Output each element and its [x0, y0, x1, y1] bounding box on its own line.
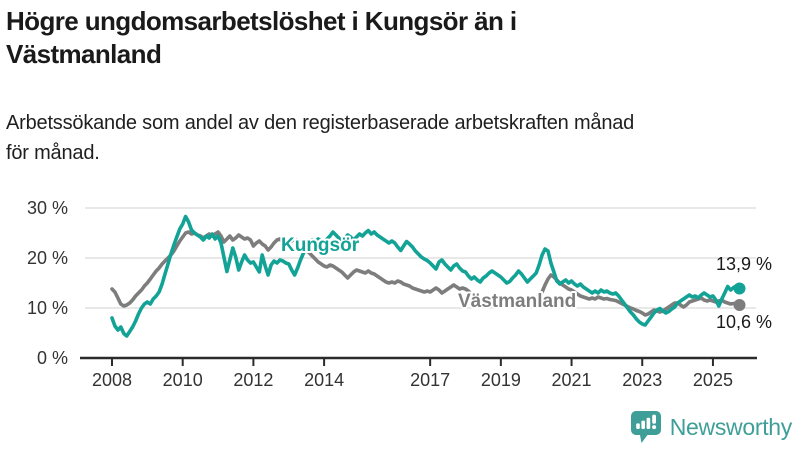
series-label-vastmanland: Västmanland — [458, 291, 576, 312]
title-line-2: Västmanland — [6, 39, 162, 70]
x-tick-label-2012: 2012 — [233, 370, 273, 390]
y-tick-label-10: 10 % — [27, 298, 68, 318]
end-value-label-vastmanland: 10,6 % — [716, 312, 772, 332]
x-tick-label-2019: 2019 — [481, 370, 521, 390]
series-label-kungsor: Kungsör — [281, 235, 360, 256]
chart-subtitle: Arbetssökande som andel av den registerb… — [6, 108, 798, 168]
x-axis-ticks: 2008 2010 2012 2014 2017 2019 2021 2023 2025 — [92, 358, 733, 390]
page-title: Högre ungdomsarbetslöshet i Kungsör än i… — [6, 5, 792, 72]
y-tick-label-0: 0 % — [37, 348, 68, 368]
newsworthy-logo[interactable]: Newsworthy — [630, 410, 792, 444]
end-dot-västmanland — [733, 299, 746, 311]
newsworthy-icon — [630, 411, 661, 443]
x-tick-label-2008: 2008 — [92, 370, 132, 390]
y-tick-label-20: 20 % — [27, 248, 68, 268]
subtitle-line-1: Arbetssökande som andel av den registerb… — [6, 112, 635, 134]
series-line-kungsör — [110, 214, 742, 338]
y-tick-label-30: 30 % — [27, 198, 68, 218]
x-tick-label-2014: 2014 — [304, 370, 344, 390]
end-dot-kungsör — [733, 282, 746, 295]
x-tick-label-2017: 2017 — [410, 370, 450, 390]
y-axis-labels: 0 % 10 % 20 % 30 % — [27, 198, 68, 368]
x-tick-label-2025: 2025 — [693, 370, 733, 390]
bar-chart-glyph — [635, 414, 656, 430]
x-tick-label-2021: 2021 — [552, 370, 592, 390]
title-line-1: Högre ungdomsarbetslöshet i Kungsör än i — [6, 6, 517, 36]
x-tick-label-2010: 2010 — [163, 370, 203, 390]
subtitle-line-2: för månad. — [6, 142, 100, 164]
series-lines — [110, 214, 742, 338]
series-line-västmanland — [110, 230, 742, 317]
x-tick-label-2023: 2023 — [622, 370, 662, 390]
end-value-label-kungsor: 13,9 % — [716, 254, 772, 274]
series-end-dots — [733, 282, 746, 311]
newsworthy-wordmark: Newsworthy — [669, 413, 793, 440]
